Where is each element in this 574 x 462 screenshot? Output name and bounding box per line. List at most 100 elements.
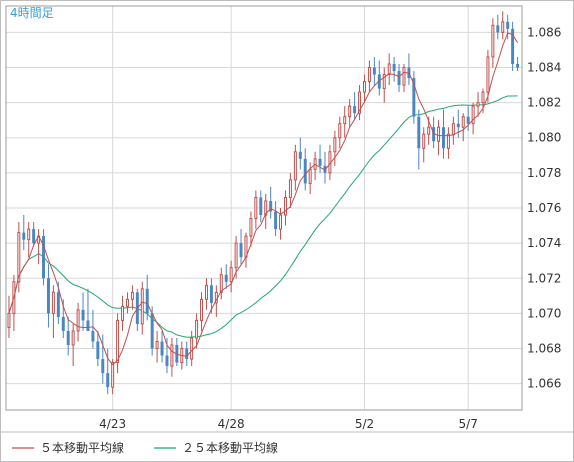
y-tick-label: 1.076 <box>527 201 561 215</box>
y-tick-label: 1.068 <box>527 342 561 356</box>
candle-body-down <box>86 320 90 331</box>
candle <box>269 186 273 219</box>
candle-body-up <box>363 81 366 93</box>
candle <box>363 74 366 103</box>
candle <box>397 63 401 93</box>
candle <box>76 302 80 342</box>
candle <box>219 267 223 300</box>
candle-body-down <box>160 341 164 356</box>
candle-body-up <box>140 288 144 325</box>
candle-body-up <box>279 214 283 230</box>
candle-body-down <box>506 21 510 29</box>
candle <box>259 190 263 223</box>
candle-body-up <box>200 298 204 321</box>
candle <box>298 137 302 170</box>
candle-body-up <box>249 218 253 237</box>
candle-body-up <box>338 123 342 139</box>
candle <box>288 172 292 208</box>
candle <box>27 222 31 258</box>
x-axis-ticks: 4/23 4/28 5/2 5/7 <box>99 417 478 431</box>
period-label: 4時間足 <box>10 6 54 20</box>
candle-body-up <box>422 133 426 149</box>
candle-body-down <box>298 151 302 159</box>
candle <box>204 278 208 310</box>
y-tick-label: 1.070 <box>527 306 561 320</box>
candle-body-up <box>402 66 406 86</box>
y-tick-label: 1.084 <box>527 60 561 74</box>
candle-body-up <box>486 56 490 93</box>
candle <box>224 264 228 289</box>
candle <box>17 222 21 293</box>
candle <box>91 309 95 349</box>
candle-body-up <box>283 196 287 216</box>
y-tick-label: 1.078 <box>527 166 561 180</box>
candle <box>190 330 194 367</box>
candle-body-down <box>91 330 95 342</box>
x-tick-label: 5/7 <box>459 417 478 431</box>
candle <box>200 292 204 331</box>
candle <box>382 67 386 103</box>
candle <box>51 285 55 338</box>
candle <box>516 56 520 71</box>
candle <box>318 144 322 173</box>
candle-body-up <box>116 319 120 364</box>
y-tick-label: 1.082 <box>527 96 561 110</box>
legend-ma5-label: ５本移動平均線 <box>40 440 124 455</box>
candle-body-up <box>219 274 223 293</box>
candle <box>461 113 465 142</box>
candle-body-down <box>274 211 278 230</box>
candle-body-down <box>101 359 105 374</box>
candle <box>116 313 120 374</box>
candle-body-down <box>511 28 515 64</box>
candle-body-up <box>451 123 455 135</box>
candle-body-up <box>155 340 159 350</box>
plot-border <box>5 5 523 411</box>
candle <box>195 313 199 349</box>
ma5-line <box>8 32 518 366</box>
candle-body-down <box>432 127 436 142</box>
ma25-line-group <box>8 95 518 338</box>
candle-body-up <box>264 200 268 216</box>
candle <box>446 127 450 159</box>
y-tick-label: 1.074 <box>527 236 561 250</box>
candle <box>101 334 105 384</box>
candle <box>496 14 500 40</box>
candle-body-up <box>427 126 431 135</box>
candle-body-up <box>229 267 233 283</box>
legend-ma25-label: ２５本移動平均線 <box>182 440 278 455</box>
candle-body-up <box>130 291 134 300</box>
candle-body-down <box>66 330 70 346</box>
candle-body-down <box>32 229 36 244</box>
candle-body-down <box>42 236 46 279</box>
candle-body-up <box>481 91 485 104</box>
candle-body-down <box>239 243 243 258</box>
candle <box>506 14 510 40</box>
candle <box>155 330 159 363</box>
candle <box>86 288 90 331</box>
candle <box>417 109 421 170</box>
ma5-line-group <box>8 32 518 366</box>
x-tick-label: 4/23 <box>99 417 126 431</box>
candle-body-down <box>392 63 396 71</box>
candle <box>471 102 475 135</box>
candle-body-down <box>96 341 100 360</box>
y-tick-label: 1.072 <box>527 271 561 285</box>
candle-body-down <box>56 292 60 317</box>
candle <box>338 116 342 149</box>
candle-body-up <box>204 284 208 300</box>
candle-body-up <box>17 232 21 283</box>
candle <box>293 144 297 191</box>
candle-body-down <box>185 348 189 360</box>
candle-body-down <box>61 316 65 331</box>
candle-body-up <box>111 362 115 388</box>
candle <box>511 21 515 71</box>
candles-group <box>7 11 520 395</box>
candle-body-down <box>466 116 470 124</box>
candle-body-down <box>496 25 500 33</box>
candle <box>170 337 174 377</box>
y-tick-label: 1.066 <box>527 377 561 391</box>
candle <box>392 56 396 82</box>
candle <box>501 11 505 40</box>
